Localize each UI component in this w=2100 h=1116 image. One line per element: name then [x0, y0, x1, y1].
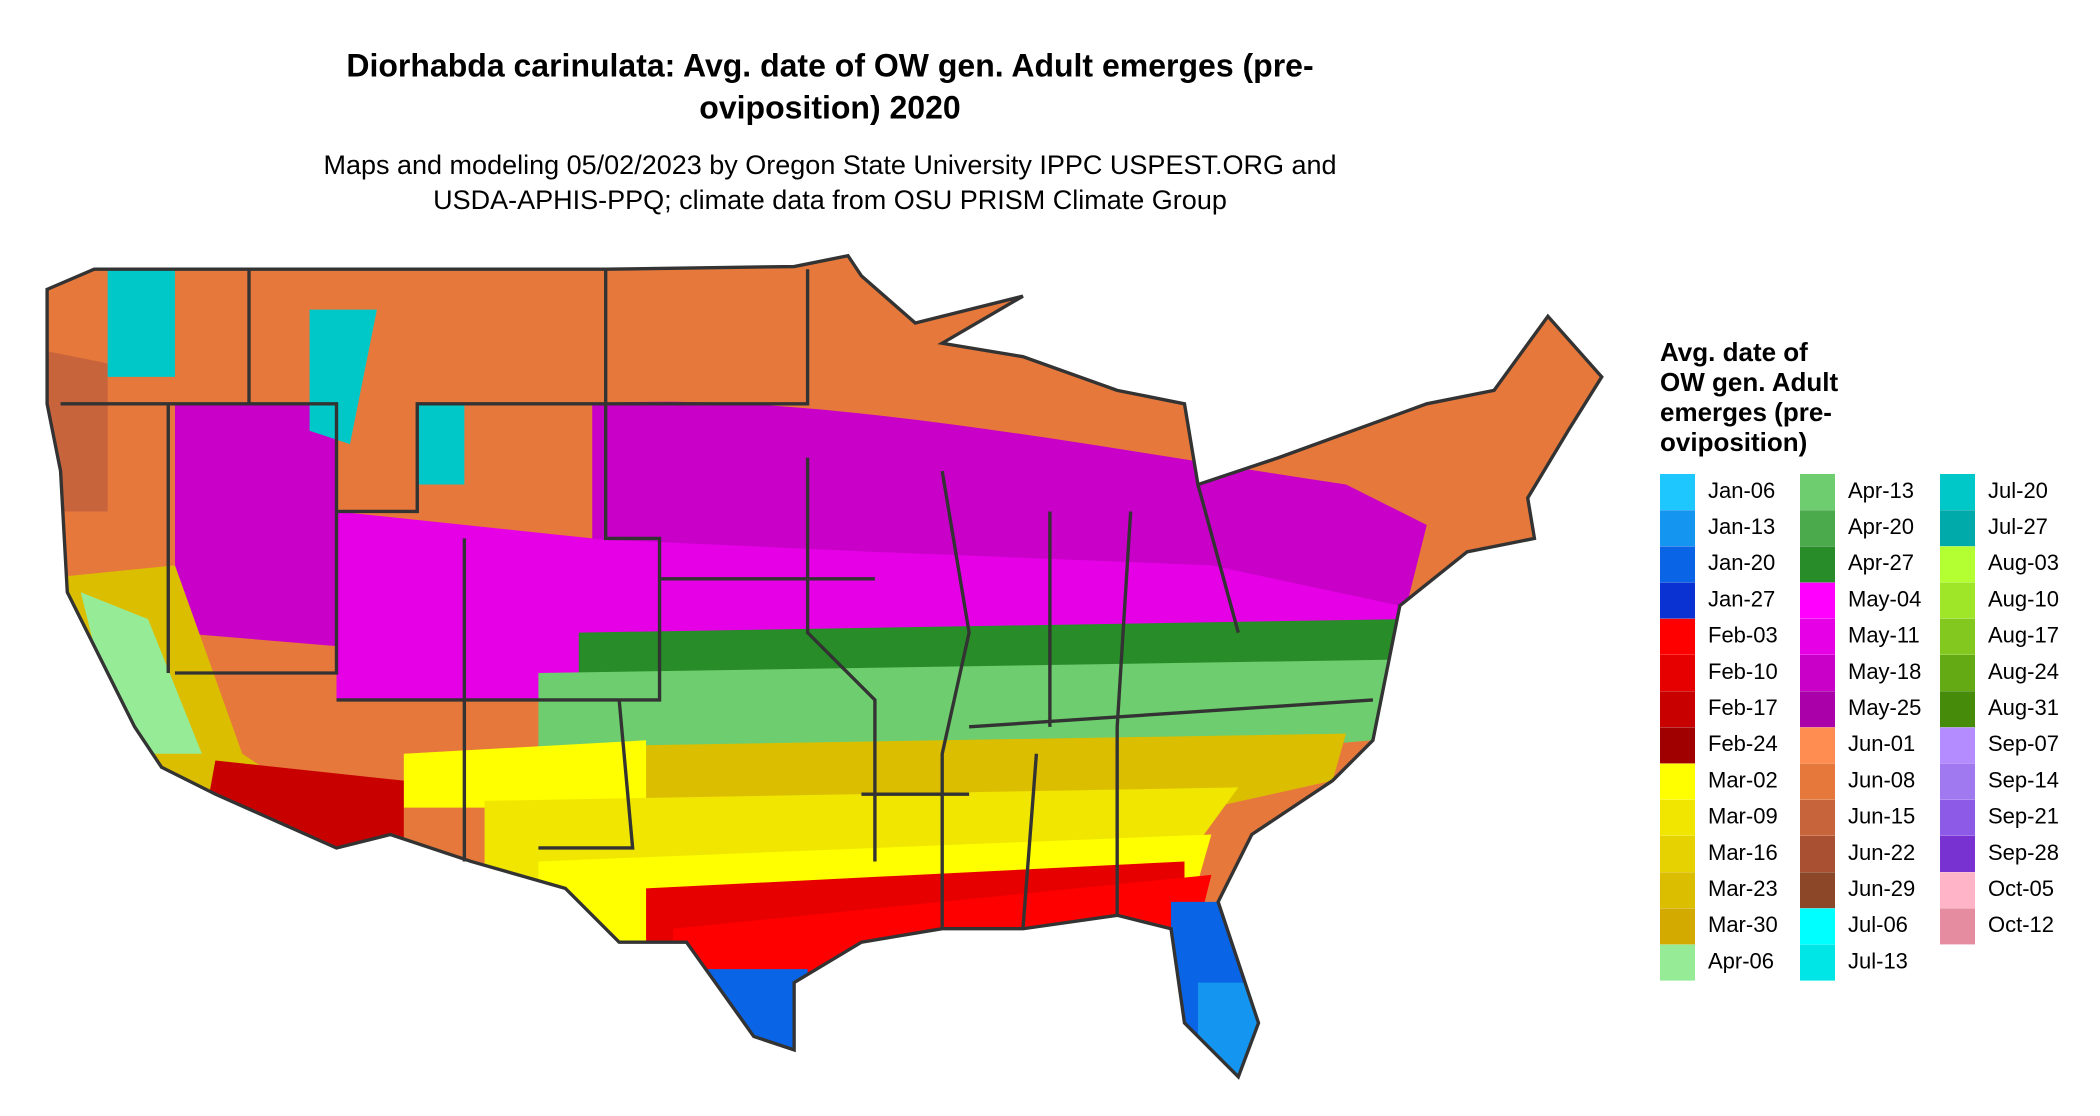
legend-swatch [1940, 908, 1975, 945]
legend-swatch [1800, 510, 1835, 547]
legend-swatch [1660, 799, 1695, 836]
legend-swatch [1940, 474, 1975, 510]
legend-swatch [1940, 727, 1975, 764]
legend-title-line: oviposition) [1660, 427, 1807, 457]
legend-label: Aug-24 [1988, 659, 2059, 684]
legend-swatch [1660, 691, 1695, 728]
legend-swatch [1660, 836, 1695, 872]
legend-label: Jul-06 [1848, 912, 1908, 937]
legend-label: Feb-24 [1708, 731, 1778, 756]
legend-swatch [1800, 474, 1835, 510]
legend-label: Aug-17 [1988, 623, 2059, 648]
state-borders [45, 253, 1604, 1080]
legend-label: Sep-28 [1988, 840, 2059, 865]
legend-swatch [1800, 799, 1835, 836]
legend-swatch [1660, 763, 1695, 800]
legend-label: Feb-17 [1708, 695, 1778, 720]
legend-swatch [1940, 582, 1975, 619]
legend-label: Jul-13 [1848, 948, 1908, 973]
legend-label: Aug-03 [1988, 550, 2059, 575]
legend-label: Apr-13 [1848, 478, 1914, 503]
legend-swatch [1800, 655, 1835, 691]
legend-swatch [1660, 582, 1695, 619]
legend-swatch [1940, 546, 1975, 583]
legend-label: Sep-14 [1988, 767, 2059, 792]
legend-swatch [1940, 510, 1975, 547]
legend-label: Jun-29 [1848, 876, 1915, 901]
legend-label: Jan-13 [1708, 514, 1775, 539]
legend-label: Mar-02 [1708, 767, 1778, 792]
legend-swatch [1800, 691, 1835, 728]
legend-swatch [1800, 618, 1835, 655]
legend-label: Mar-30 [1708, 912, 1778, 937]
legend-swatch [1660, 618, 1695, 655]
legend-swatch [1940, 618, 1975, 655]
legend-label: Jun-22 [1848, 840, 1915, 865]
legend-label: Feb-10 [1708, 659, 1778, 684]
legend-swatch [1940, 691, 1975, 728]
legend-label: Jan-06 [1708, 478, 1775, 503]
legend-swatch [1660, 908, 1695, 945]
legend-swatch [1660, 474, 1695, 510]
legend-swatch [1800, 944, 1835, 981]
legend-swatch [1940, 655, 1975, 691]
legend-swatch [1940, 836, 1975, 872]
legend-swatch [1800, 908, 1835, 945]
legend-label: Jul-20 [1988, 478, 2048, 503]
legend-swatch [1800, 727, 1835, 764]
legend-label: Apr-06 [1708, 948, 1774, 973]
legend-label: Oct-12 [1988, 912, 2054, 937]
legend-label: Jun-15 [1848, 804, 1915, 829]
legend-label: Jul-27 [1988, 514, 2048, 539]
legend-swatch [1660, 655, 1695, 691]
legend-label: Jun-01 [1848, 731, 1915, 756]
legend-title-line: emerges (pre- [1660, 397, 1832, 427]
legend-swatch [1940, 799, 1975, 836]
title-line: oviposition) 2020 [699, 89, 960, 125]
legend-label: May-25 [1848, 695, 1921, 720]
subtitle-line: Maps and modeling 05/02/2023 by Oregon S… [323, 150, 1336, 180]
legend-swatch [1800, 546, 1835, 583]
legend-label: Aug-10 [1988, 586, 2059, 611]
legend-label: Feb-03 [1708, 623, 1778, 648]
legend-swatch [1800, 582, 1835, 619]
subtitle-line: USDA-APHIS-PPQ; climate data from OSU PR… [433, 185, 1227, 215]
legend-swatch [1660, 510, 1695, 547]
legend-swatch [1660, 872, 1695, 909]
legend-label: Mar-16 [1708, 840, 1778, 865]
legend-label: Oct-05 [1988, 876, 2054, 901]
legend-swatch [1800, 763, 1835, 800]
legend-swatch [1800, 836, 1835, 872]
legend-label: Apr-27 [1848, 550, 1914, 575]
legend-label: Mar-23 [1708, 876, 1778, 901]
legend-label: Apr-20 [1848, 514, 1914, 539]
legend-label: May-11 [1848, 623, 1920, 648]
title-line: Diorhabda carinulata: Avg. date of OW ge… [346, 47, 1313, 83]
legend-title-line: OW gen. Adult [1660, 367, 1838, 397]
legend-swatch [1800, 872, 1835, 909]
legend-swatch [1940, 763, 1975, 800]
legend: Avg. date of OW gen. Adult emerges (pre-… [1660, 337, 2059, 981]
legend-swatch [1660, 944, 1695, 981]
legend-title-line: Avg. date of [1660, 337, 1808, 367]
legend-swatch [1940, 872, 1975, 909]
legend-swatch [1660, 546, 1695, 583]
legend-label: May-18 [1848, 659, 1921, 684]
legend-label: Aug-31 [1988, 695, 2059, 720]
legend-label: May-04 [1848, 586, 1921, 611]
legend-label: Jan-20 [1708, 550, 1775, 575]
legend-label: Jan-27 [1708, 586, 1775, 611]
legend-label: Sep-21 [1988, 804, 2059, 829]
legend-label: Sep-07 [1988, 731, 2059, 756]
legend-swatch [1660, 727, 1695, 764]
legend-label: Mar-09 [1708, 804, 1778, 829]
legend-label: Jun-08 [1848, 767, 1915, 792]
